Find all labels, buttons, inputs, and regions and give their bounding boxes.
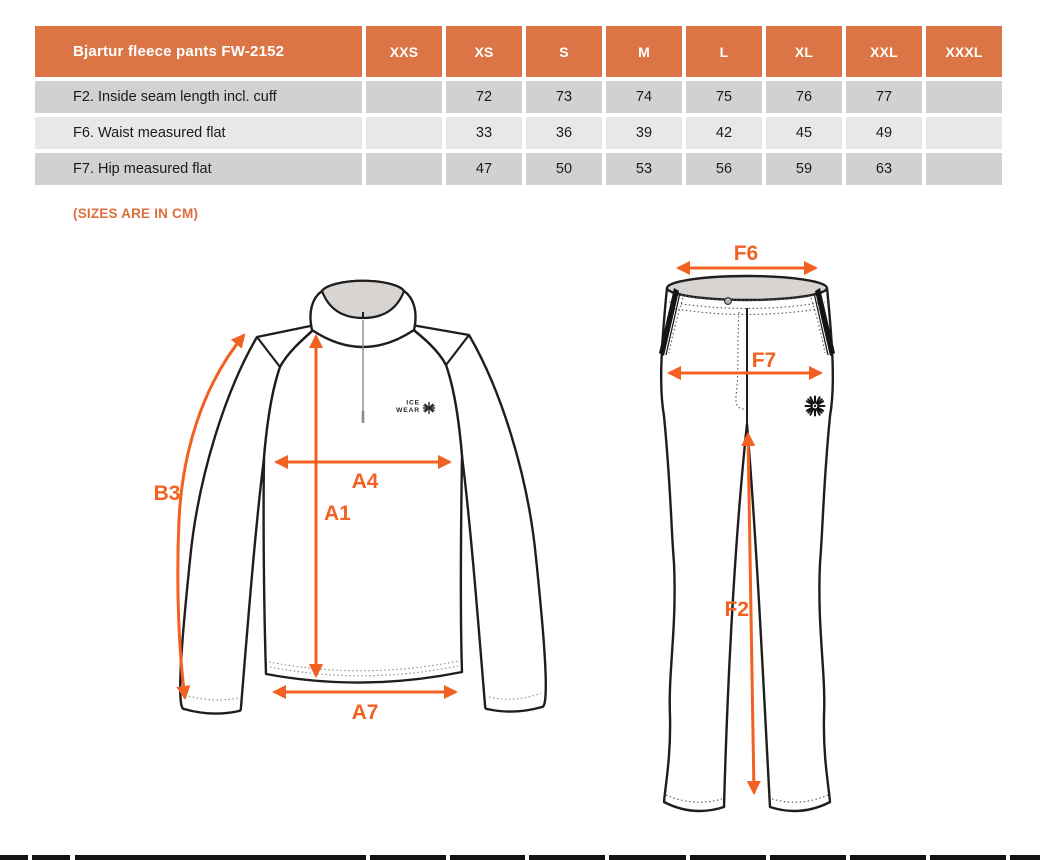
- size-header-xs: XS: [446, 26, 522, 77]
- row-f7-label: F7. Hip measured flat: [35, 153, 362, 185]
- row-f7-value-xxxl: [926, 153, 1002, 185]
- size-header-xxs: XXS: [366, 26, 442, 77]
- table-edge-segment: [609, 855, 686, 860]
- table-edge-segment: [450, 855, 525, 860]
- pants-measure-arrows: [666, 260, 824, 796]
- measure-arrow-f2: [741, 431, 761, 796]
- row-f2-value-xxxl: [926, 81, 1002, 113]
- row-f6-value-m: 39: [606, 117, 682, 149]
- size-header-xxl: XXL: [846, 26, 922, 77]
- table-edge-segment: [0, 855, 28, 860]
- logo-text-ice: ICE: [406, 400, 420, 407]
- table-edge-segment: [370, 855, 446, 860]
- size-header-xl: XL: [766, 26, 842, 77]
- row-f6-value-s: 36: [526, 117, 602, 149]
- fleece-yoke-seams: [256, 334, 470, 368]
- row-f6-label: F6. Waist measured flat: [35, 117, 362, 149]
- measure-label-f7: F7: [752, 349, 777, 372]
- measure-label-b3: B3: [154, 482, 181, 505]
- row-f7-value-xxs: [366, 153, 442, 185]
- row-f2-value-l: 75: [686, 81, 762, 113]
- measure-label-a7: A7: [352, 701, 379, 724]
- table-title: Bjartur fleece pants FW-2152: [35, 26, 362, 77]
- pocket-openings: [659, 288, 835, 356]
- logo-text-wear: WEAR: [396, 407, 420, 414]
- fleece-chest-logo: ICE WEAR: [396, 400, 436, 415]
- snowflake-icon: [804, 395, 826, 417]
- table-edge-segment: [690, 855, 766, 860]
- measure-label-a4: A4: [352, 470, 379, 493]
- row-f7-value-l: 56: [686, 153, 762, 185]
- table-edge-segment: [850, 855, 926, 860]
- row-f2-value-xxs: [366, 81, 442, 113]
- row-f2-value-xxl: 77: [846, 81, 922, 113]
- fleece-measure-arrows: [176, 333, 459, 701]
- row-f7-value-xxl: 63: [846, 153, 922, 185]
- size-header-xxxl: XXXL: [926, 26, 1002, 77]
- size-header-m: M: [606, 26, 682, 77]
- row-f7-value-s: 50: [526, 153, 602, 185]
- table-edge-segment: [930, 855, 1006, 860]
- row-f7-value-m: 53: [606, 153, 682, 185]
- row-f2-value-xs: 72: [446, 81, 522, 113]
- size-header-l: L: [686, 26, 762, 77]
- row-f7-value-xs: 47: [446, 153, 522, 185]
- row-f2-value-s: 73: [526, 81, 602, 113]
- measure-arrow-b3: [176, 333, 246, 701]
- measure-label-f6: F6: [734, 244, 759, 265]
- snowflake-icon: [422, 401, 436, 415]
- row-f6-value-xl: 45: [766, 117, 842, 149]
- measure-label-a1: A1: [324, 502, 351, 525]
- row-f6-value-xxs: [366, 117, 442, 149]
- table-edge-segment: [770, 855, 846, 860]
- table-edge-segment: [1010, 855, 1040, 860]
- table-edge-segment: [32, 855, 70, 860]
- row-f2-value-m: 74: [606, 81, 682, 113]
- table-edge-segment: [75, 855, 366, 860]
- table-edge-segment: [529, 855, 605, 860]
- row-f6-value-xxl: 49: [846, 117, 922, 149]
- row-f2-value-xl: 76: [766, 81, 842, 113]
- waist-opening: [665, 274, 829, 302]
- measure-label-f2: F2: [724, 598, 749, 621]
- row-f6-value-l: 42: [686, 117, 762, 149]
- row-f6-value-xs: 33: [446, 117, 522, 149]
- pants-diagram: F6 F7 F2: [659, 244, 835, 813]
- row-f7-value-xl: 59: [766, 153, 842, 185]
- fleece-top-diagram: ICE WEAR B3 A4 A1 A7: [154, 279, 547, 724]
- size-table: Bjartur fleece pants FW-2152 XXS XS S M …: [35, 26, 1002, 185]
- row-f2-label: F2. Inside seam length incl. cuff: [35, 81, 362, 113]
- row-f6-value-xxxl: [926, 117, 1002, 149]
- size-header-s: S: [526, 26, 602, 77]
- waist-button: [723, 296, 732, 305]
- sizes-in-cm-note: (SIZES ARE IN CM): [73, 206, 199, 221]
- pants-body: [661, 276, 833, 811]
- fleece-collar-inside: [320, 279, 406, 320]
